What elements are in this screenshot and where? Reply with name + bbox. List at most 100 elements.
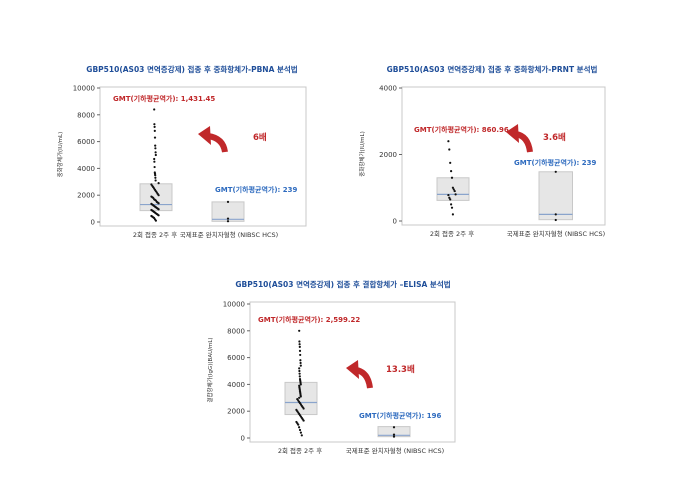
arrow-head-icon — [506, 124, 519, 143]
data-point — [154, 147, 157, 150]
data-point — [154, 219, 157, 222]
data-point — [157, 194, 160, 197]
data-point — [392, 426, 396, 429]
data-point — [299, 361, 302, 365]
chart-1: GBP510(AS03 면역증강제) 접종 후 중화항체가-PBNA 분석법 0 2… — [56, 64, 307, 239]
data-point — [154, 176, 157, 179]
chart-title: GBP510(AS03 면역증강제) 접종 후 중화항체가-PBNA 분석법 — [86, 64, 297, 74]
data-point — [298, 369, 301, 373]
data-point — [298, 426, 301, 429]
data-point — [298, 367, 301, 370]
gmt-annotation: GMT(기하평균역가): 860.96 — [414, 125, 509, 134]
data-point — [298, 375, 301, 378]
data-point — [299, 364, 302, 367]
y-tick-label: 6000 — [227, 354, 245, 362]
data-point — [453, 189, 456, 193]
data-point — [153, 123, 156, 126]
data-point — [153, 108, 156, 111]
data-point — [454, 193, 457, 196]
chart-2: GBP510(AS03 면역증강제) 접종 후 중화항체가-PRNT 분석법 0 2… — [358, 64, 606, 238]
y-axis-label: 중화항체가(IU/mL) — [358, 131, 366, 177]
data-point — [447, 140, 450, 143]
data-point — [299, 383, 302, 386]
plot-area — [99, 86, 307, 227]
fold-change-label: 13.3배 — [386, 364, 415, 375]
data-point — [298, 345, 301, 348]
data-point — [300, 434, 303, 437]
arrow-head-icon — [346, 360, 359, 379]
data-point — [298, 349, 302, 352]
data-point — [153, 160, 156, 163]
fold-change-label: 6배 — [253, 132, 267, 143]
y-tick-label: 8000 — [77, 111, 95, 119]
chart-title: GBP510(AS03 면역증강제) 접종 후 결합항체가 –ELISA 분석법 — [235, 279, 450, 289]
data-point — [299, 431, 302, 434]
x-tick-label: 국제표준 완치자혈청 (NIBSC HCS) — [507, 229, 605, 238]
data-point — [451, 213, 454, 216]
data-point — [298, 340, 301, 343]
arrow-head-icon — [198, 126, 211, 145]
data-point — [298, 428, 302, 432]
gmt-annotation: GMT(기하평균역가): 239 — [215, 185, 298, 194]
plot-area — [401, 86, 606, 226]
data-point — [450, 203, 453, 206]
data-point — [157, 182, 160, 185]
data-point — [226, 220, 230, 223]
gmt-annotation: GMT(기하평균역가): 239 — [514, 158, 597, 167]
y-tick-label: 4000 — [227, 381, 245, 389]
y-tick-label: 2000 — [227, 408, 245, 416]
data-point — [450, 206, 454, 209]
y-tick-label: 4000 — [77, 165, 95, 173]
data-point — [554, 170, 557, 173]
y-axis-label: 결합항체가(IgG)(BAU/mL) — [206, 337, 214, 402]
data-point — [226, 200, 230, 203]
data-point — [153, 157, 156, 161]
gmt-annotation: GMT(기하평균역가): 196 — [359, 411, 442, 420]
data-point — [554, 218, 557, 222]
data-point — [298, 372, 301, 375]
data-point — [299, 353, 302, 357]
data-point — [299, 395, 302, 398]
data-point — [154, 179, 157, 182]
data-point — [450, 170, 453, 173]
box — [284, 381, 318, 416]
data-point — [392, 433, 396, 436]
y-tick-label: 8000 — [227, 327, 245, 335]
gmt-annotation: GMT(기하평균역가): 1,431.45 — [113, 94, 215, 103]
y-tick-label: 10000 — [73, 85, 95, 93]
data-point — [448, 196, 451, 199]
data-point — [298, 329, 301, 332]
chart-3: GBP510(AS03 면역증강제) 접종 후 결합항체가 –ELISA 분석법… — [206, 279, 456, 455]
data-point — [451, 186, 454, 189]
data-point — [449, 161, 452, 164]
y-tick-label: 0 — [91, 219, 95, 227]
data-point — [154, 151, 157, 154]
data-point — [447, 193, 450, 197]
y-tick-label: 6000 — [77, 138, 95, 146]
y-tick-label: 0 — [393, 218, 397, 226]
data-point — [449, 198, 452, 201]
data-point — [153, 125, 156, 128]
data-point — [153, 129, 156, 132]
y-axis-label: 중화항체가(IU/mL) — [56, 132, 64, 178]
data-point — [302, 419, 305, 422]
data-point — [157, 208, 160, 211]
y-tick-label: 2000 — [379, 151, 397, 159]
y-tick-label: 0 — [241, 435, 245, 443]
data-point — [154, 174, 157, 177]
data-point — [448, 148, 451, 151]
data-point — [299, 359, 302, 362]
data-point — [153, 136, 157, 139]
data-point — [157, 202, 160, 205]
data-point — [153, 165, 156, 169]
data-point — [298, 343, 301, 346]
data-point — [226, 217, 230, 220]
data-point — [392, 435, 396, 438]
data-point — [297, 423, 300, 426]
y-tick-label: 10000 — [223, 301, 245, 309]
data-point — [154, 153, 157, 157]
data-point — [450, 176, 454, 179]
y-tick-label: 4000 — [379, 85, 397, 93]
data-point — [302, 407, 305, 410]
